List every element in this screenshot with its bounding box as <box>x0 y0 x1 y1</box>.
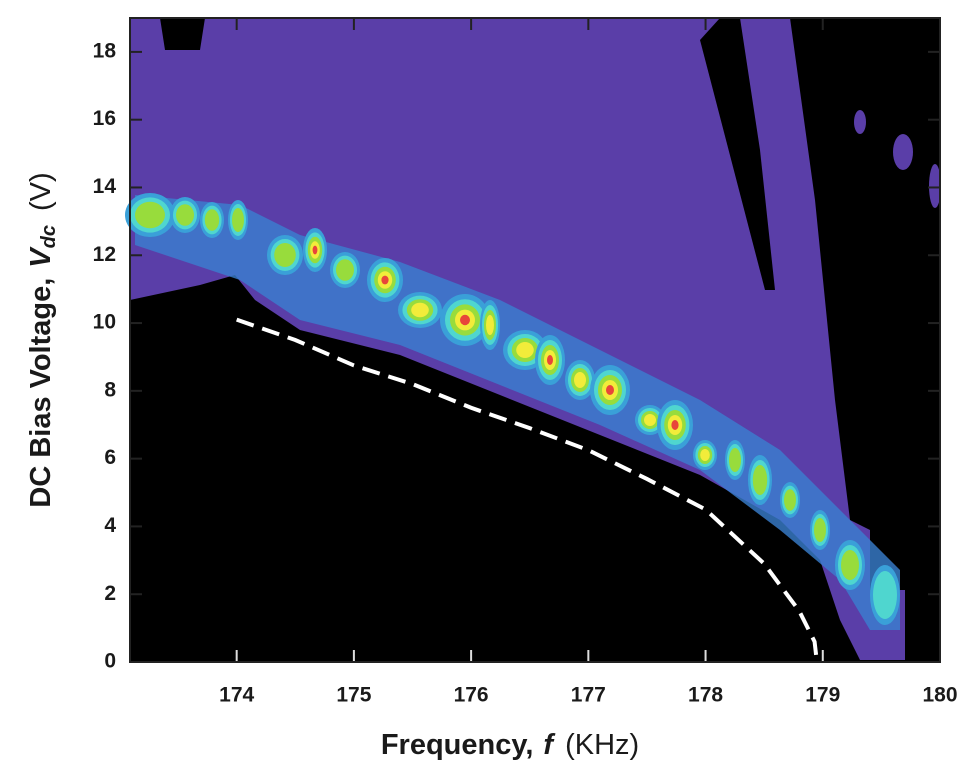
heat-blob <box>547 355 553 365</box>
heat-blob <box>873 571 897 619</box>
heat-blob <box>606 385 614 395</box>
x-axis-title: Frequency, f (KHz) <box>381 729 639 761</box>
chart-layer: 0 2 4 6 8 10 12 14 16 18 174 175 176 177 178 179 180 <box>93 18 958 707</box>
y-tick-label: 16 <box>93 107 116 130</box>
heat-blob <box>232 208 244 232</box>
x-tick-label: 177 <box>571 684 606 707</box>
y-tick-label: 14 <box>93 175 117 198</box>
x-tick-label: 178 <box>688 684 723 707</box>
signal-band <box>135 195 900 630</box>
heat-blob <box>460 314 470 326</box>
heat-blob <box>700 449 710 461</box>
heat-blob <box>784 489 796 511</box>
heat-blob <box>671 420 679 430</box>
heat-blob <box>312 245 318 255</box>
y-tick-label: 18 <box>93 39 117 62</box>
heat-blob <box>411 302 429 318</box>
y-axis-title-text: DC Bias Voltage, <box>25 278 57 508</box>
heat-blobs <box>125 193 900 625</box>
y-tick-label: 10 <box>93 311 116 334</box>
heat-blob <box>336 259 354 281</box>
heat-blob <box>841 550 859 580</box>
heat-blob <box>574 372 586 388</box>
heat-blob <box>274 243 296 267</box>
heat-blob <box>486 315 494 335</box>
x-axis-symbol: f <box>543 729 556 761</box>
y-axis-symbol: V <box>25 246 57 268</box>
x-tick-label: 175 <box>336 684 371 707</box>
y-tick-label: 6 <box>104 446 116 469</box>
heat-blob <box>752 465 768 495</box>
x-tick-label: 176 <box>454 684 489 707</box>
y-tick-label: 2 <box>104 582 116 605</box>
x-tick-label: 174 <box>219 684 254 707</box>
heat-blob <box>204 209 220 231</box>
signal-spot <box>929 164 941 208</box>
y-tick-label: 8 <box>104 378 116 401</box>
heat-blob <box>516 342 534 358</box>
y-axis-unit: (V) <box>25 172 57 211</box>
y-axis-title: DC Bias Voltage, Vdc (V) <box>25 172 61 507</box>
y-tick-label: 12 <box>93 243 116 266</box>
x-tick-label: 179 <box>805 684 840 707</box>
signal-spot <box>854 110 866 134</box>
boundary-curve <box>236 317 819 663</box>
y-axis-subscript: dc <box>38 225 60 248</box>
y-tick-label: 0 <box>104 650 116 673</box>
heat-blob <box>176 204 194 226</box>
x-tick-label: 180 <box>922 684 957 707</box>
heat-blob <box>729 448 741 472</box>
heat-blob <box>135 201 165 229</box>
signal-spot <box>893 134 913 170</box>
heat-blob <box>644 414 656 426</box>
dark-stripe <box>700 18 775 290</box>
heat-blob <box>381 275 389 285</box>
plot-frame <box>129 17 941 663</box>
heat-blob <box>814 518 826 542</box>
x-axis-title-text: Frequency, <box>381 729 534 761</box>
y-tick-label: 4 <box>104 514 116 537</box>
x-axis-unit: (KHz) <box>565 729 639 761</box>
